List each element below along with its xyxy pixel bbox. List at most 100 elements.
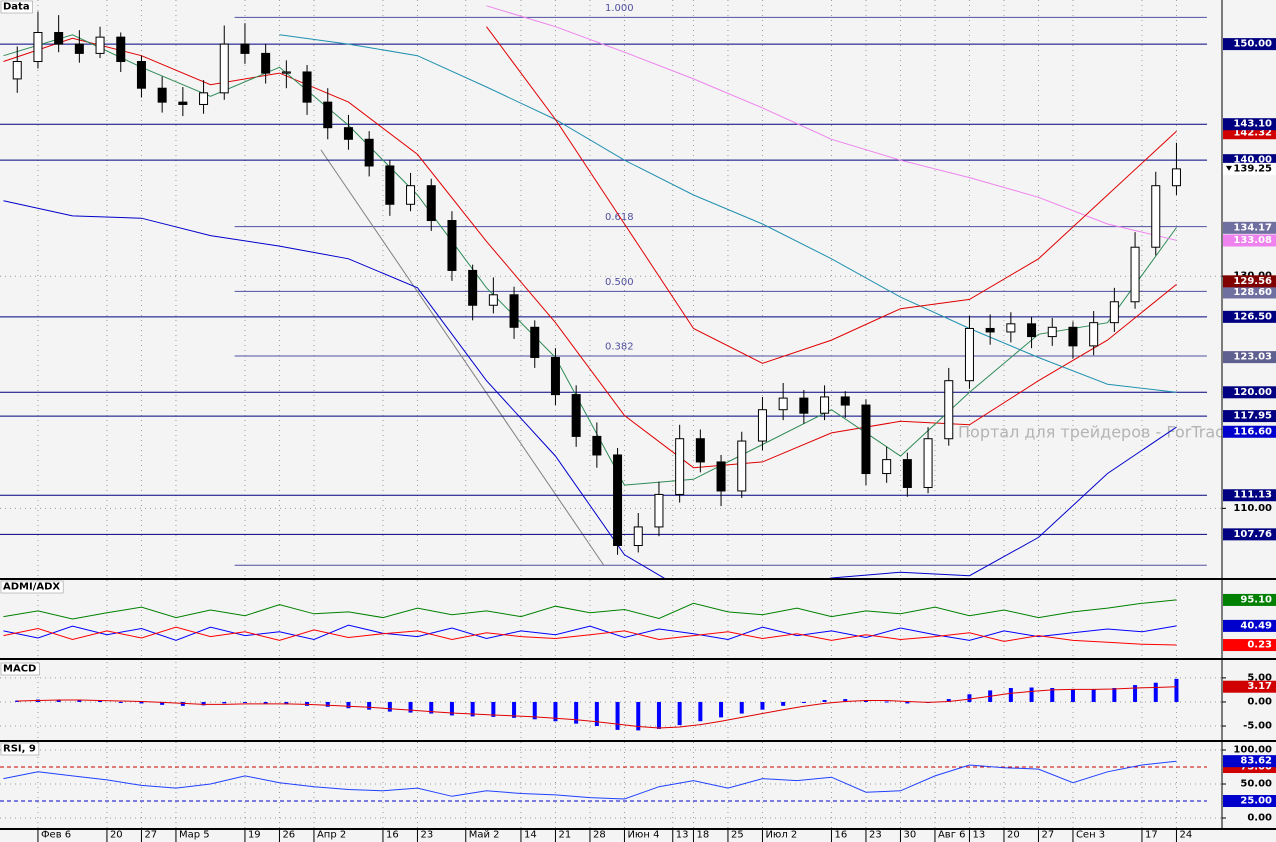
candle-body (716, 461, 726, 492)
histogram-bar (470, 701, 475, 717)
candle-body (116, 36, 126, 63)
candle-body (964, 327, 974, 382)
histogram-bar (1112, 688, 1117, 702)
histogram-bar (1050, 688, 1055, 702)
price-label-box (1223, 221, 1276, 234)
candle-body (157, 87, 167, 103)
x-tick-label: Сен 3 (1076, 830, 1105, 841)
price-label-box (1223, 639, 1276, 652)
histogram-bar (677, 701, 682, 726)
histogram-bar (1153, 682, 1158, 702)
candle-body (281, 71, 291, 74)
x-tick-label: 25 (731, 830, 744, 841)
histogram-bar (449, 701, 454, 716)
price-label: 133.08 (1233, 235, 1272, 246)
histogram-bar (387, 701, 392, 712)
indicator-line (486, 5, 1177, 241)
candle-body (654, 493, 664, 528)
price-label-box (1223, 286, 1276, 299)
candle-body (1151, 185, 1161, 248)
histogram-bar (594, 701, 599, 727)
panel-title: RSI, 9 (3, 744, 36, 755)
histogram-bar (242, 701, 247, 703)
histogram-bar (532, 701, 537, 720)
x-tick-label: Июн 4 (627, 830, 659, 841)
histogram-bar (1133, 685, 1138, 702)
candle-body (1171, 168, 1181, 187)
price-label: 129.56 (1233, 276, 1272, 287)
candle-body (343, 127, 353, 140)
histogram-bar (905, 701, 910, 704)
price-label: 143.10 (1233, 119, 1272, 130)
panel (0, 662, 1222, 740)
candle-body (1006, 323, 1016, 333)
x-tick-label: 26 (282, 830, 295, 841)
price-label: 0.23 (1247, 640, 1272, 651)
price-label: 134.17 (1233, 222, 1272, 233)
x-tick-label: 27 (144, 830, 157, 841)
candle-body (592, 435, 602, 456)
x-tick-label: 30 (903, 830, 916, 841)
x-tick-label: Мар 5 (179, 830, 210, 841)
price-label: 126.50 (1233, 311, 1272, 322)
candle-body (944, 380, 954, 440)
candle-body (1027, 323, 1037, 338)
price-label: 83.62 (1240, 756, 1272, 767)
candle-body (799, 397, 809, 414)
histogram-bar (284, 701, 289, 705)
x-tick-label: 28 (593, 830, 606, 841)
price-label-box (1223, 310, 1276, 323)
candle-body (613, 454, 623, 547)
x-tick-label: 24 (1179, 830, 1192, 841)
candle-body (488, 294, 498, 306)
watermark: Портал для трейдеров - ForTrader (958, 423, 1242, 442)
panel-title-box (0, 742, 40, 756)
candle-body (199, 92, 209, 105)
histogram-bar (77, 700, 82, 702)
histogram-bar (656, 701, 661, 729)
indicator-line (3, 200, 1177, 578)
price-label-box (1223, 680, 1276, 693)
price-label-box (1223, 234, 1276, 247)
indicator-line (486, 26, 1177, 364)
indicator-line (3, 599, 1177, 620)
fibo-label: 0.618 (605, 212, 634, 223)
histogram-bar (1070, 689, 1075, 702)
candle-body (840, 396, 850, 406)
candle-body (240, 43, 250, 54)
price-label: 120.00 (1233, 387, 1272, 398)
indicator-line (279, 34, 1177, 393)
candle-body (778, 397, 788, 411)
candle-body (571, 394, 581, 437)
histogram-bar (98, 701, 103, 702)
candle-body (447, 220, 457, 271)
y-tick-label: 110.00 (1233, 503, 1272, 514)
x-tick-label: Май 2 (469, 830, 500, 841)
indicator-line (3, 34, 1177, 486)
price-label: 123.03 (1233, 352, 1272, 363)
price-label-box (1223, 489, 1276, 502)
candle-body (530, 326, 540, 358)
signal-line (17, 686, 1177, 729)
histogram-bar (491, 701, 496, 717)
indicator-line (3, 760, 1177, 800)
histogram-bar (305, 701, 310, 706)
panel-title-box (0, 662, 40, 676)
price-label: 150.00 (1233, 39, 1272, 50)
candle-body (509, 294, 519, 328)
price-label: 25.00 (1240, 796, 1272, 807)
histogram-bar (201, 701, 206, 706)
histogram-bar (1008, 688, 1013, 702)
histogram-bar (636, 701, 641, 731)
histogram-bar (843, 699, 848, 702)
price-label: 140.00 (1233, 155, 1272, 166)
histogram-bar (719, 701, 724, 718)
histogram-bar (15, 700, 20, 702)
candle-body (1089, 322, 1099, 347)
histogram-bar (56, 700, 61, 702)
candle-body (468, 269, 478, 306)
candle-body (54, 31, 64, 45)
x-tick-label: 13 (676, 830, 689, 841)
